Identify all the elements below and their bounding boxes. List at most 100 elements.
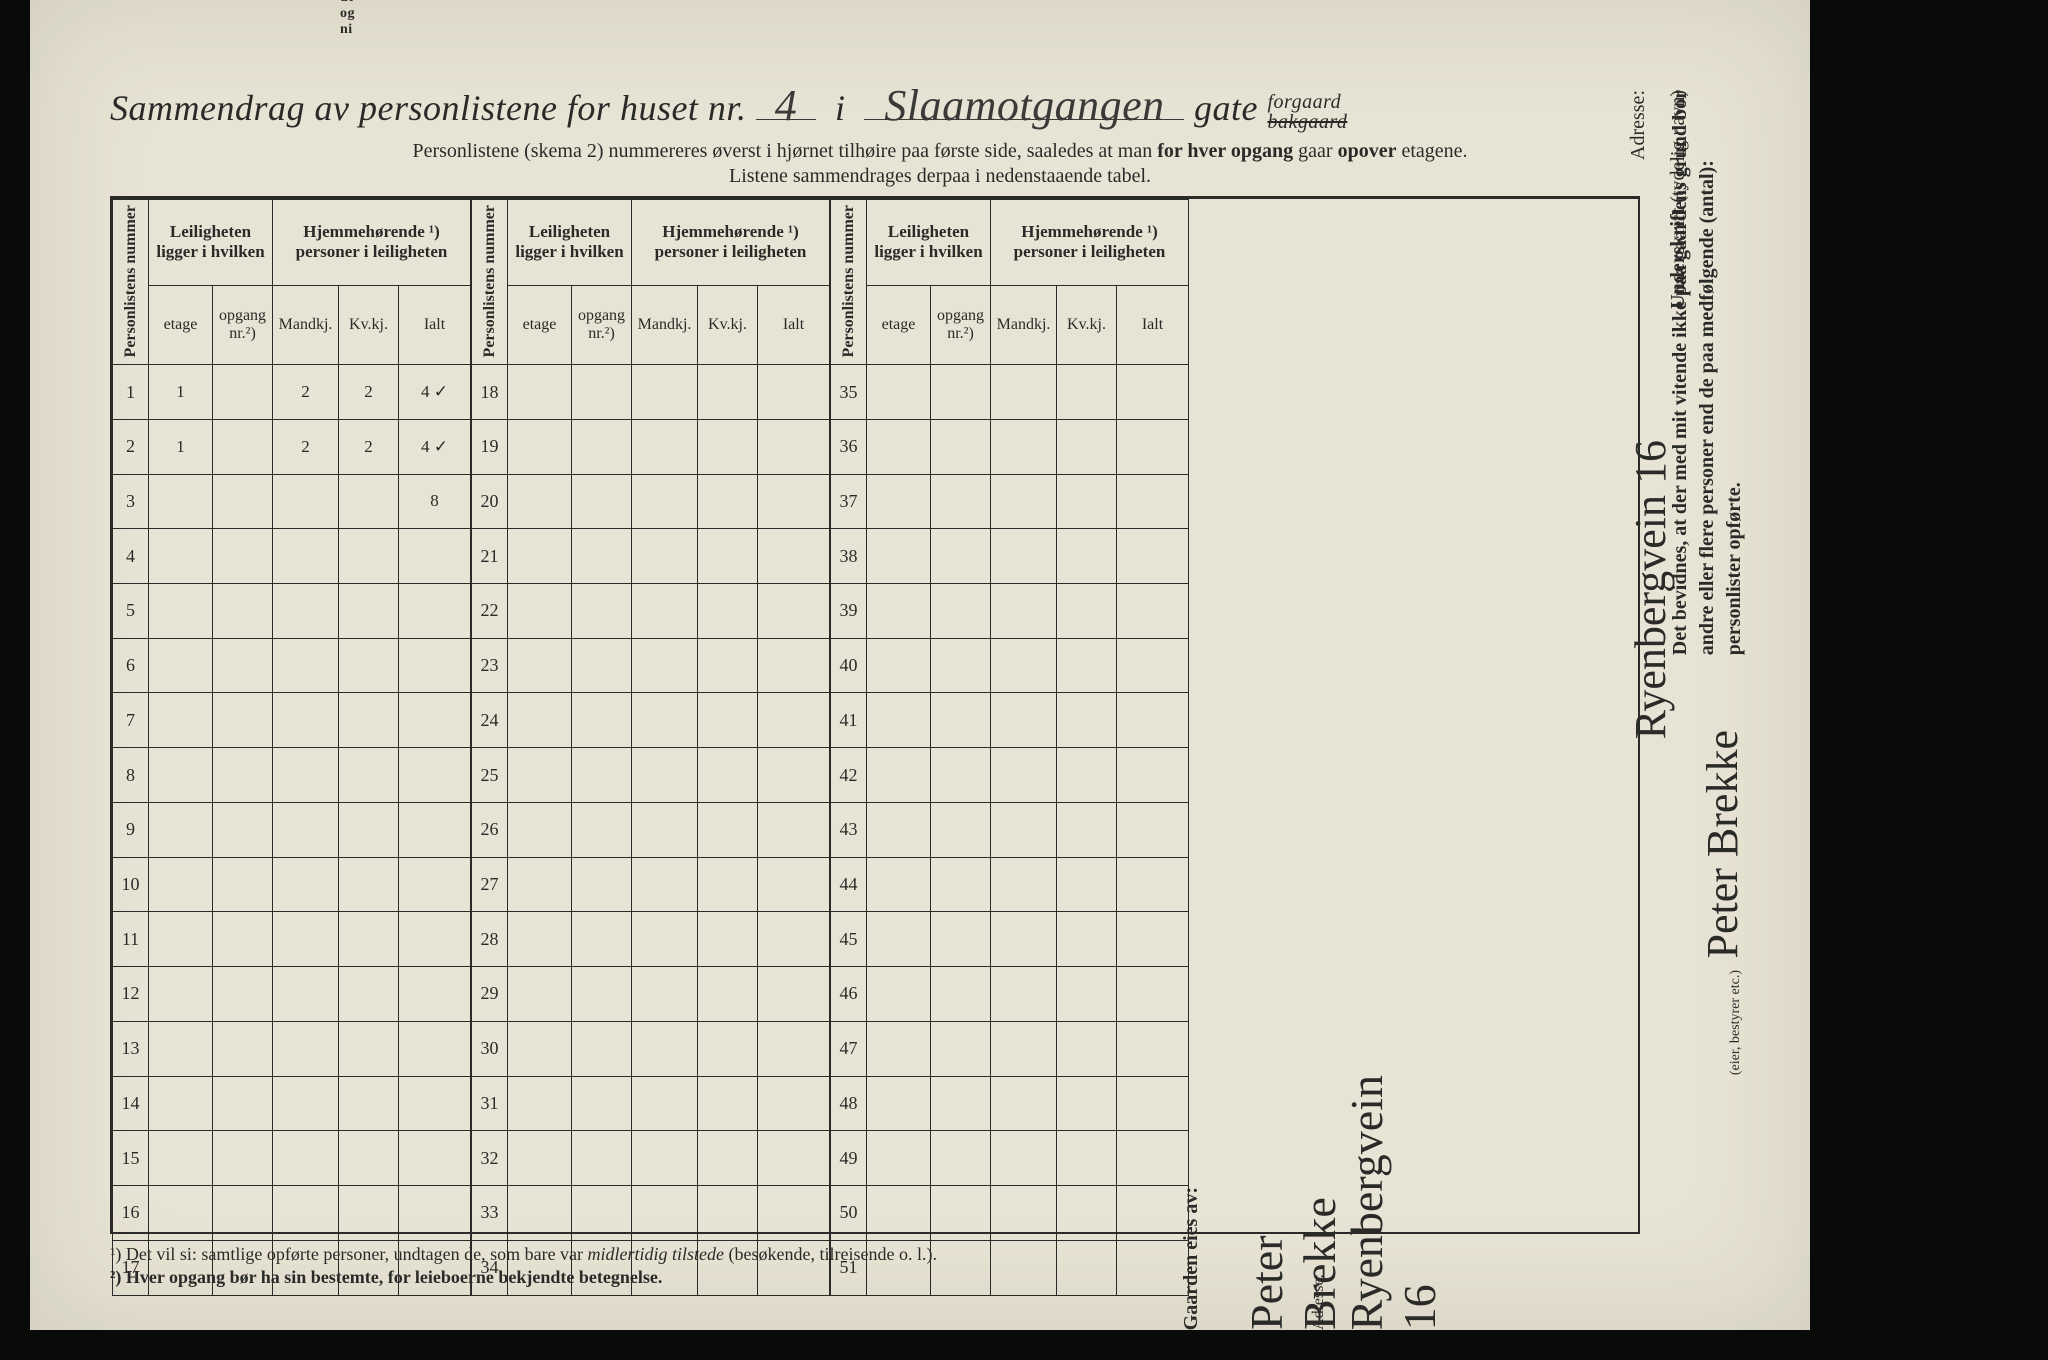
cell-k: [698, 748, 758, 803]
table-row: 7: [113, 693, 471, 748]
col-mandkj: Mandkj.: [273, 285, 339, 364]
cell-etage: [867, 474, 931, 529]
cell-m: [273, 1021, 339, 1076]
col-etage: etage: [867, 285, 931, 364]
cell-opgang: [931, 1240, 991, 1295]
cell-i: [1117, 419, 1189, 474]
cell-opgang: [213, 693, 273, 748]
cell-opgang: [931, 693, 991, 748]
cell-m: [632, 584, 698, 639]
cell-i: [1117, 802, 1189, 857]
cell-i: [1117, 1021, 1189, 1076]
cell-i: [758, 1021, 830, 1076]
cell-m: [991, 1021, 1057, 1076]
cell-m: [273, 748, 339, 803]
cell-k: [698, 1185, 758, 1240]
cell-opgang: [572, 1076, 632, 1131]
col-hjemmehorende: Hjemmehørende ¹)personer i leiligheten: [632, 199, 830, 285]
cell-k: [1057, 967, 1117, 1022]
cell-k: [1057, 857, 1117, 912]
cell-opgang: [213, 857, 273, 912]
table-row: 28: [472, 912, 830, 967]
cell-k: [1057, 584, 1117, 639]
cell-m: [273, 1185, 339, 1240]
cell-opgang: [572, 638, 632, 693]
table-row: 8: [113, 748, 471, 803]
cell-k: [339, 638, 399, 693]
cell-etage: [867, 1185, 931, 1240]
cell-etage: [867, 802, 931, 857]
cell-i: [1117, 1076, 1189, 1131]
cell-k: [698, 802, 758, 857]
cell-opgang: [213, 584, 273, 639]
row-number: 26: [472, 802, 508, 857]
cell-etage: [149, 912, 213, 967]
cell-i: 4 ✓: [399, 419, 471, 474]
cell-i: [758, 419, 830, 474]
cell-etage: [508, 748, 572, 803]
cell-i: [1117, 912, 1189, 967]
row-number: 19: [472, 419, 508, 474]
cell-k: [698, 419, 758, 474]
signature-address: Ryenbergvein 16: [1625, 440, 1676, 739]
cell-opgang: [572, 693, 632, 748]
cell-etage: [149, 1131, 213, 1186]
cell-k: [698, 693, 758, 748]
table-row: 21224 ✓: [113, 419, 471, 474]
table-row: 43: [831, 802, 1189, 857]
cell-i: [399, 693, 471, 748]
cell-m: [273, 802, 339, 857]
cell-i: [399, 967, 471, 1022]
cell-etage: [867, 1076, 931, 1131]
row-number: 20: [472, 474, 508, 529]
cell-k: [339, 584, 399, 639]
cell-k: [1057, 1076, 1117, 1131]
col-kvkj: Kv.kj.: [1057, 285, 1117, 364]
owner-address: Ryenbergvein 16: [1340, 1075, 1446, 1330]
cell-etage: [508, 1021, 572, 1076]
cell-m: [991, 802, 1057, 857]
row-number: 22: [472, 584, 508, 639]
cell-k: [698, 365, 758, 420]
cell-k: [698, 584, 758, 639]
owner-panel: Gaarden eies av: Peter Brekke Adresse: R…: [1180, 1120, 1790, 1330]
cell-etage: [867, 584, 931, 639]
cell-opgang: [931, 529, 991, 584]
cell-k: [1057, 474, 1117, 529]
cell-m: [632, 967, 698, 1022]
row-number: 38: [831, 529, 867, 584]
cell-m: [991, 748, 1057, 803]
cell-k: [339, 474, 399, 529]
row-number: 21: [472, 529, 508, 584]
cell-etage: [149, 1021, 213, 1076]
table-row: 4: [113, 529, 471, 584]
cell-opgang: [572, 802, 632, 857]
cell-etage: [867, 1131, 931, 1186]
row-number: 13: [113, 1021, 149, 1076]
cell-i: [399, 802, 471, 857]
subtitle-2: Listene sammendrages derpaa i nedenstaae…: [110, 165, 1770, 188]
cell-opgang: [213, 474, 273, 529]
cell-etage: [508, 693, 572, 748]
cell-etage: [508, 419, 572, 474]
table-row: 5: [113, 584, 471, 639]
cell-m: [991, 1131, 1057, 1186]
cell-m: [632, 912, 698, 967]
row-number: 12: [113, 967, 149, 1022]
cell-i: 8: [399, 474, 471, 529]
row-number: 7: [113, 693, 149, 748]
row-number: 24: [472, 693, 508, 748]
cell-opgang: [213, 748, 273, 803]
cell-i: [1117, 693, 1189, 748]
table-row: 32: [472, 1131, 830, 1186]
row-number: 27: [472, 857, 508, 912]
cell-m: [991, 912, 1057, 967]
cell-k: [339, 857, 399, 912]
row-number: 50: [831, 1185, 867, 1240]
subtitle-1: Personlistene (skema 2) nummereres øvers…: [110, 140, 1770, 163]
table-row: 20: [472, 474, 830, 529]
cell-k: [1057, 419, 1117, 474]
cell-etage: [867, 857, 931, 912]
cell-opgang: [572, 1131, 632, 1186]
cell-i: [758, 912, 830, 967]
